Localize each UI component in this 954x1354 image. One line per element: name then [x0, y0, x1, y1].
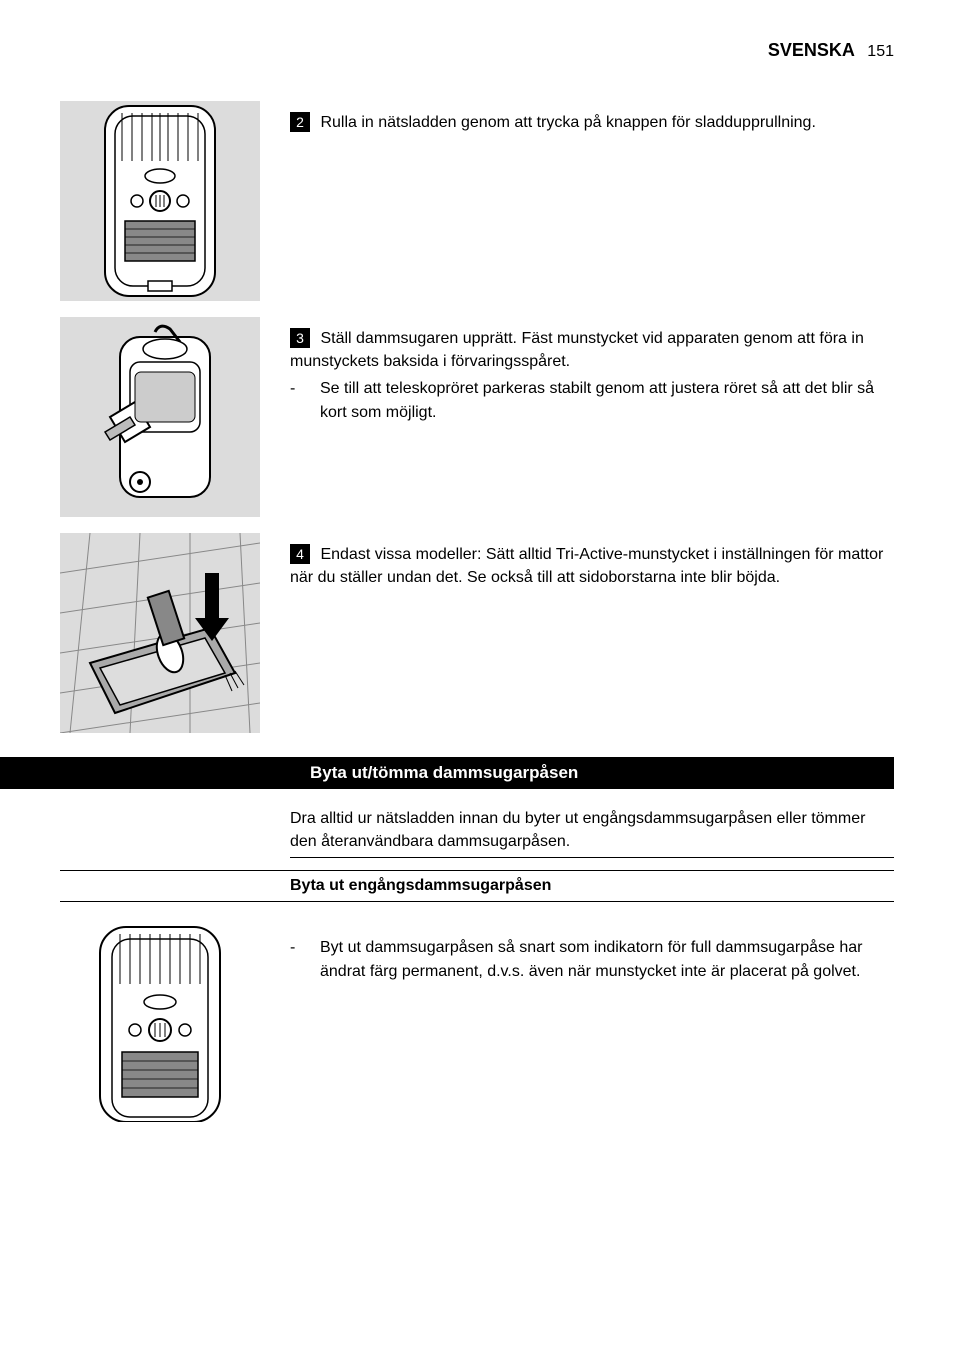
section-intro: Dra alltid ur nätsladden innan du byter …	[290, 807, 894, 858]
step-text-4: 4 Endast vissa modeller: Sätt alltid Tri…	[290, 533, 894, 589]
step-note: - Se till att teleskopröret parkeras sta…	[290, 377, 894, 423]
section-heading-bar: Byta ut/tömma dammsugarpåsen	[0, 757, 894, 789]
step-main-line: 3 Ställ dammsugaren upprätt. Fäst munsty…	[290, 327, 894, 373]
subsection-heading: Byta ut engångsdammsugarpåsen	[60, 870, 894, 902]
vacuum-indicator-icon	[60, 922, 260, 1122]
step-row-bag: - Byt ut dammsugarpåsen så snart som ind…	[60, 922, 894, 1122]
vacuum-upright-icon	[60, 317, 260, 517]
step-body: Rulla in nätsladden genom att trycka på …	[320, 114, 815, 131]
vacuum-top-icon	[60, 101, 260, 301]
step-body: Ställ dammsugaren upprätt. Fäst munstyck…	[290, 330, 864, 370]
dash-bullet: -	[290, 936, 320, 982]
illustration-step-2	[60, 101, 260, 301]
manual-page: SVENSKA 151	[0, 0, 954, 1198]
nozzle-floor-icon	[60, 533, 260, 733]
step-row-4: 4 Endast vissa modeller: Sätt alltid Tri…	[60, 533, 894, 733]
bag-note-text: Byt ut dammsugarpåsen så snart som indik…	[320, 936, 894, 982]
bag-bullet-text: - Byt ut dammsugarpåsen så snart som ind…	[290, 922, 894, 982]
section-title: Byta ut/tömma dammsugarpåsen	[310, 763, 578, 782]
illustration-step-4	[60, 533, 260, 733]
language-label: SVENSKA	[768, 40, 855, 60]
step-number-badge: 3	[290, 328, 310, 348]
step-text-3: 3 Ställ dammsugaren upprätt. Fäst munsty…	[290, 317, 894, 424]
page-number: 151	[867, 43, 894, 60]
step-number-badge: 4	[290, 544, 310, 564]
step-text-2: 2 Rulla in nätsladden genom att trycka p…	[290, 101, 894, 134]
step-row-2: 2 Rulla in nätsladden genom att trycka p…	[60, 101, 894, 301]
bag-note: - Byt ut dammsugarpåsen så snart som ind…	[290, 936, 894, 982]
dash-bullet: -	[290, 377, 320, 423]
step-note-text: Se till att teleskopröret parkeras stabi…	[320, 377, 894, 423]
step-number-badge: 2	[290, 112, 310, 132]
step-body: Endast vissa modeller: Sätt alltid Tri-A…	[290, 546, 883, 586]
page-header: SVENSKA 151	[60, 40, 894, 61]
step-row-3: 3 Ställ dammsugaren upprätt. Fäst munsty…	[60, 317, 894, 517]
illustration-bag-indicator	[60, 922, 260, 1122]
illustration-step-3	[60, 317, 260, 517]
